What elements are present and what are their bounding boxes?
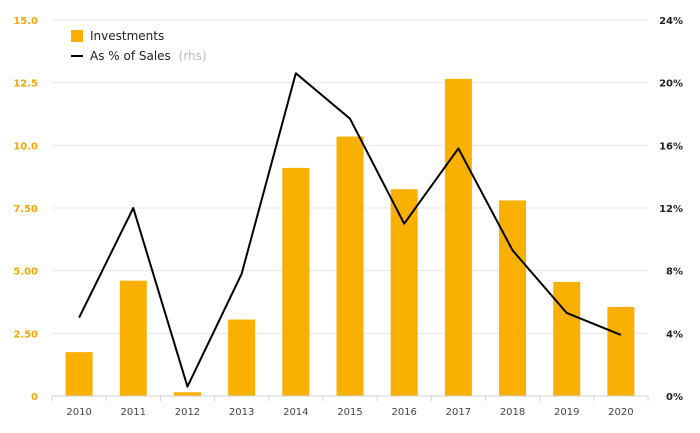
y-left-tick-label: 12.5 [13,79,38,90]
bar-series [65,78,635,396]
x-tick-label: 2010 [66,407,91,418]
x-tick-label: 2018 [500,407,525,418]
x-tick-label: 2013 [229,407,254,418]
x-tick-label: 2016 [391,407,416,418]
legend-label-investments: Investments [90,29,164,43]
legend-swatch-investments [71,30,83,42]
bar-investments [173,392,201,396]
y-right-tick-label: 20% [659,79,683,90]
y-left-tick-label: 10.0 [13,141,38,152]
bar-investments [336,136,364,396]
y-right-tick-label: 16% [659,141,683,152]
bar-investments [119,280,147,396]
y-right-tick-label: 4% [666,329,683,340]
y-left-tick-label: 15.0 [13,16,38,27]
legend: Investments As % of Sales (rhs) [71,29,207,63]
x-tick-label: 2014 [283,407,308,418]
x-tick-label: 2020 [608,407,633,418]
bar-investments [390,189,418,396]
right-axis: 0% 4% 8% 12% 16% 20% 24% [659,16,683,403]
line-series [78,72,622,388]
y-left-tick-label: 7.50 [13,204,38,215]
legend-label-sales-name: As % of Sales [90,49,171,63]
bar-investments [65,352,93,396]
x-tick-label: 2012 [175,407,200,418]
x-tick-label: 2015 [337,407,362,418]
bar-investments [282,167,310,396]
line-sales-pct [78,72,622,388]
y-right-tick-label: 8% [666,267,683,278]
legend-label-sales-note: (rhs) [179,49,207,63]
bar-investments [444,78,472,396]
x-tick-label: 2017 [446,407,471,418]
bar-investments [553,281,581,396]
y-right-tick-label: 24% [659,16,683,27]
y-left-tick-label: 2.50 [13,329,38,340]
y-left-tick-label: 5.00 [13,267,38,278]
y-right-tick-label: 12% [659,204,683,215]
bar-investments [228,319,256,396]
y-left-tick-label: 0 [31,392,38,403]
bar-investments [607,307,635,396]
x-axis: 2010 2011 2012 2013 2014 2015 2016 2017 2018 2019… [51,395,649,418]
left-axis: 0 2.50 5.00 7.50 10.0 12.5 15.0 [13,16,38,403]
bar-investments [499,200,527,396]
y-right-tick-label: 0% [666,392,683,403]
x-tick-label: 2011 [121,407,146,418]
x-tick-label: 2019 [554,407,579,418]
legend-label-sales: As % of Sales (rhs) [90,49,207,63]
